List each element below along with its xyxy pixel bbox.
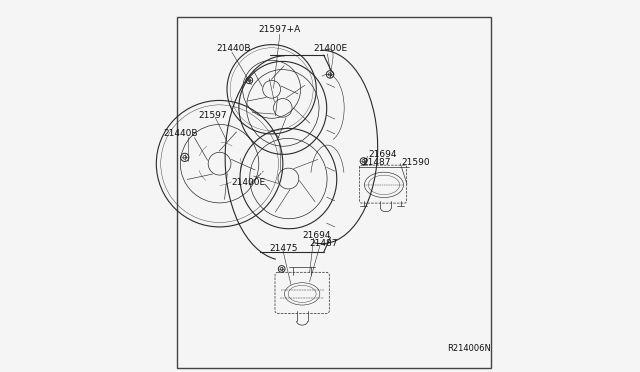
- Text: 21597+A: 21597+A: [258, 25, 300, 33]
- Text: 21400E: 21400E: [232, 178, 266, 187]
- Text: 21694: 21694: [369, 150, 397, 159]
- Bar: [177, 17, 491, 368]
- Text: 21590: 21590: [402, 158, 431, 167]
- Text: 21487: 21487: [310, 239, 338, 248]
- Text: 21400E: 21400E: [314, 44, 348, 53]
- Text: R214006N: R214006N: [447, 344, 491, 353]
- Text: 21694: 21694: [302, 231, 330, 240]
- Text: 21487: 21487: [362, 158, 390, 167]
- Text: 21475: 21475: [269, 244, 298, 253]
- Text: 21440B: 21440B: [216, 44, 251, 53]
- Text: 21440B: 21440B: [163, 129, 198, 138]
- Text: 21597: 21597: [198, 111, 227, 120]
